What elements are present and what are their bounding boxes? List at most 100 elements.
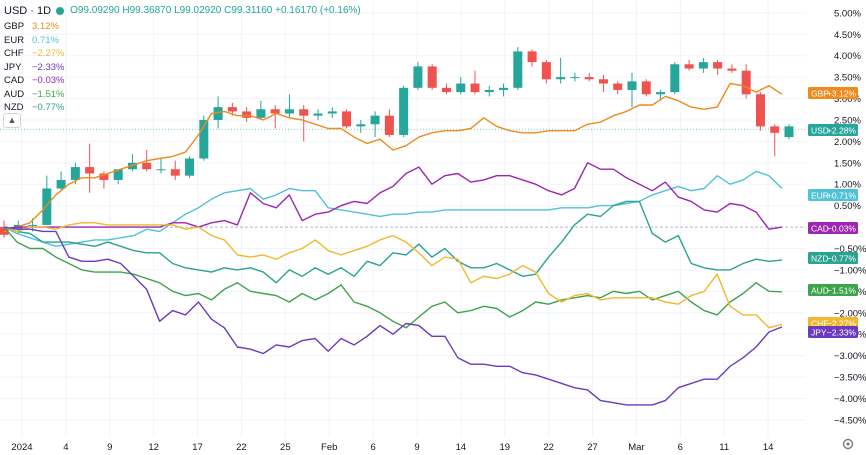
y-tick-label: 4.50%: [834, 30, 861, 41]
x-tick-label: 22: [236, 442, 247, 453]
x-axis: 2024 4 9 12 17 22 25 Feb 6 9 14 19 22 27 Mar 6 11 14: [11, 442, 773, 453]
x-tick-label: 11: [719, 442, 729, 453]
end-label-value: −0.03%: [827, 224, 857, 234]
market-status-icon: [56, 7, 65, 15]
end-label-aud: AUD−1.51%: [808, 284, 858, 296]
x-tick-label: 2024: [11, 442, 32, 453]
candle-body: [613, 83, 623, 90]
legend-item-eur[interactable]: EUR 0.71%: [4, 34, 65, 48]
end-label-gbp: GBP+3.12%: [808, 87, 858, 99]
y-tick-label: −2.00%: [834, 308, 866, 319]
candle-body: [342, 111, 352, 127]
gear-icon[interactable]: [842, 438, 854, 450]
end-label-value: +2.28%: [827, 126, 857, 136]
candle-body: [284, 109, 294, 114]
x-tick-label: 14: [456, 442, 467, 453]
candle-body: [570, 77, 580, 79]
legend-value: −0.03%: [32, 75, 65, 86]
end-labels: USD+2.28% GBP+3.12% EUR+0.71% CAD−0.03% NZD−…: [808, 87, 858, 338]
end-label-name: AUD: [811, 286, 829, 296]
y-tick-label: −0.50%: [834, 244, 866, 255]
candle-body: [227, 107, 237, 112]
end-label-value: −0.77%: [827, 254, 857, 264]
candle-body: [327, 111, 337, 114]
candle-body: [513, 51, 523, 88]
series-line-aud: [3, 226, 783, 329]
y-tick-label: −3.00%: [834, 351, 866, 362]
x-tick-label: 22: [543, 442, 554, 453]
candle-body: [399, 87, 409, 135]
candle-body: [370, 115, 380, 125]
candle-body: [684, 64, 694, 69]
end-label-bg: [808, 252, 858, 264]
end-label-eur: EUR+0.71%: [808, 189, 858, 201]
end-label-name: CAD: [811, 224, 829, 234]
end-label-nzd: NZD−0.77%: [808, 252, 858, 264]
candle-body: [156, 169, 166, 171]
candle-body: [170, 169, 180, 176]
symbol-title: USD · 1D: [4, 5, 52, 17]
end-label-bg: [808, 284, 858, 296]
candle-body: [42, 188, 52, 225]
x-tick-label: 9: [414, 442, 419, 453]
y-tick-label: 0.50%: [834, 201, 861, 212]
end-label-name: USD: [811, 126, 829, 136]
candle-body: [641, 81, 651, 95]
legend-value: −2.33%: [32, 61, 65, 73]
legend-name: JPY: [4, 61, 22, 73]
candle-body: [270, 109, 280, 114]
legend-item-chf[interactable]: CHF −2.27%: [4, 47, 65, 61]
legend-value: 0.71%: [32, 34, 59, 46]
end-label-bg: [808, 222, 858, 234]
legend-name: CAD: [4, 75, 25, 86]
legend-item-gbp[interactable]: GBP 3.12%: [4, 20, 65, 34]
y-tick-label: −4.00%: [834, 394, 866, 405]
y-tick-label: 1.50%: [834, 158, 861, 169]
end-label-bg: [808, 124, 858, 136]
series-line-gbp: [3, 82, 783, 233]
legend-value: −0.77%: [32, 102, 65, 113]
candle-body: [142, 162, 152, 170]
legend-value: −2.27%: [32, 48, 65, 59]
candle-body: [299, 109, 309, 116]
candle-body: [755, 94, 765, 127]
legend-item-cad[interactable]: CAD −0.03%: [4, 74, 65, 88]
candle-body: [213, 107, 223, 120]
series-line-eur: [3, 170, 783, 248]
y-tick-label: 3.50%: [834, 73, 861, 84]
legend-item-jpy[interactable]: JPY −2.33%: [4, 61, 65, 75]
x-tick-label: Feb: [321, 442, 337, 453]
legend-item-nzd[interactable]: NZD −0.77%: [4, 101, 65, 115]
usd-candles: [0, 47, 794, 238]
candle-body: [413, 66, 423, 88]
candle-body: [28, 224, 38, 226]
legend-name: GBP: [4, 21, 25, 32]
series-line-nzd: [3, 200, 783, 284]
candle-body: [356, 124, 366, 127]
y-tick-label: 1.00%: [834, 180, 861, 191]
y-axis: 5.00% 4.50% 4.00% 3.50% 3.00% 2.50% 2.00% 1.50%…: [834, 8, 866, 426]
candle-body: [656, 92, 666, 95]
y-tick-label: 2.00%: [834, 137, 861, 148]
ohlc-readout: O99.09290 H99.36870 L99.02920 C99.31160 …: [70, 4, 361, 18]
end-label-bg: [808, 326, 858, 338]
candle-body: [85, 167, 95, 174]
y-tick-label: 2.50%: [834, 115, 861, 126]
candle-body: [499, 87, 509, 90]
candle-body: [185, 158, 195, 176]
y-tick-label: −4.50%: [834, 415, 866, 426]
x-tick-label: 6: [678, 442, 683, 453]
chevron-up-icon[interactable]: ▲: [3, 113, 21, 128]
end-label-usd: USD+2.28%: [808, 124, 858, 136]
legend-item-aud[interactable]: AUD −1.51%: [4, 88, 65, 102]
end-label-name: GBP: [811, 89, 829, 99]
x-tick-label: 4: [63, 442, 68, 453]
end-label-value: −2.27%: [827, 319, 857, 329]
x-tick-label: 27: [587, 442, 598, 453]
legend-name: CHF: [4, 48, 24, 59]
end-label-bg: [808, 189, 858, 201]
candle-body: [741, 70, 751, 95]
x-tick-label: Mar: [628, 442, 644, 453]
end-label-name: JPY: [811, 328, 827, 338]
